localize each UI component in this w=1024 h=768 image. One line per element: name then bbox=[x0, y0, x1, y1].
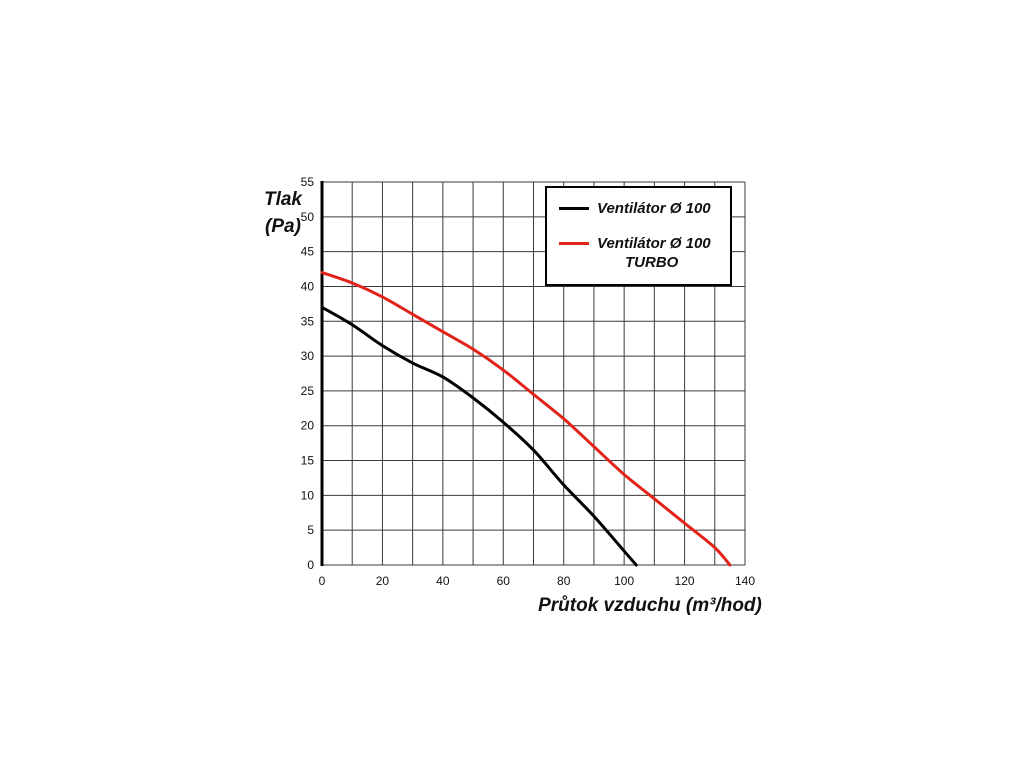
legend-item-ventilator-100: Ventilátor Ø 100 bbox=[559, 199, 720, 218]
y-axis-title-line1: Tlak bbox=[263, 189, 303, 210]
svg-text:40: 40 bbox=[436, 574, 450, 588]
legend-item-ventilator-100-turbo: Ventilátor Ø 100 TURBO bbox=[559, 234, 720, 272]
svg-text:60: 60 bbox=[497, 574, 511, 588]
svg-text:0: 0 bbox=[319, 574, 326, 588]
legend-label-ventilator-100: Ventilátor Ø 100 bbox=[597, 200, 711, 217]
svg-text:100: 100 bbox=[614, 574, 634, 588]
legend-label-turbo-line2: TURBO bbox=[625, 254, 679, 271]
svg-text:15: 15 bbox=[301, 454, 315, 468]
legend-label-ventilator-100-turbo: Ventilátor Ø 100 TURBO bbox=[597, 234, 711, 272]
svg-text:20: 20 bbox=[301, 419, 315, 433]
svg-text:55: 55 bbox=[301, 175, 315, 189]
y-axis-title: Tlak (Pa) bbox=[248, 186, 318, 240]
svg-text:140: 140 bbox=[735, 574, 755, 588]
legend-label-turbo-line1: Ventilátor Ø 100 bbox=[597, 235, 711, 252]
svg-text:10: 10 bbox=[301, 488, 315, 502]
svg-text:120: 120 bbox=[675, 574, 695, 588]
svg-text:20: 20 bbox=[376, 574, 390, 588]
svg-text:40: 40 bbox=[301, 279, 315, 293]
svg-text:50: 50 bbox=[301, 210, 315, 224]
y-axis-title-line2: (Pa) bbox=[265, 216, 301, 237]
svg-text:35: 35 bbox=[301, 314, 315, 328]
svg-text:0: 0 bbox=[307, 558, 314, 572]
svg-text:45: 45 bbox=[301, 245, 315, 259]
legend-line-sample-red bbox=[559, 242, 589, 245]
legend-line-sample-black bbox=[559, 207, 589, 210]
legend: Ventilátor Ø 100 Ventilátor Ø 100 TURBO bbox=[545, 186, 732, 286]
x-axis-title: Průtok vzduchu (m³/hod) bbox=[538, 595, 762, 616]
svg-text:5: 5 bbox=[307, 523, 314, 537]
svg-text:30: 30 bbox=[301, 349, 315, 363]
svg-text:25: 25 bbox=[301, 384, 315, 398]
svg-text:80: 80 bbox=[557, 574, 571, 588]
